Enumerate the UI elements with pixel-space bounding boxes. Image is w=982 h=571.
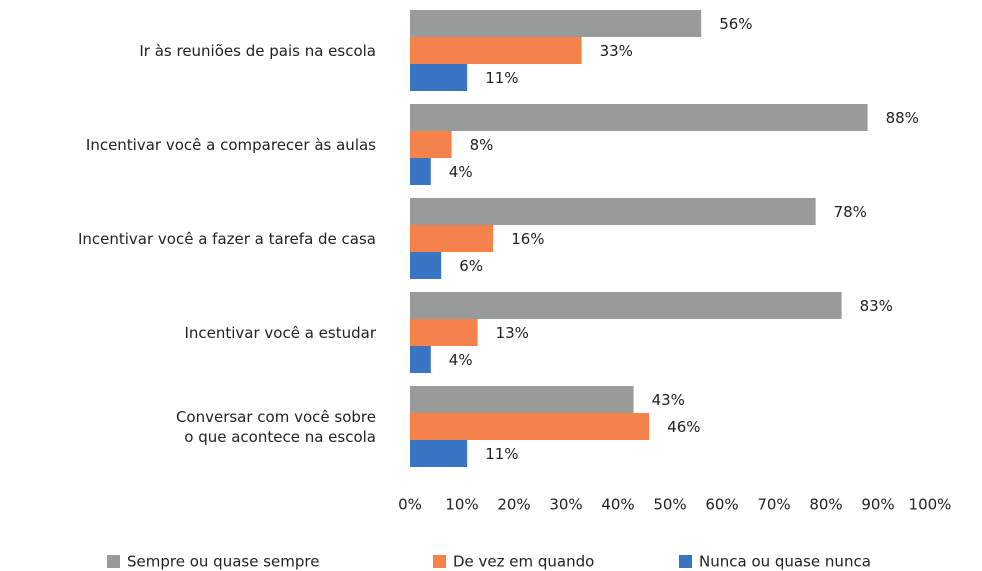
category-label: Incentivar você a comparecer às aulas [85, 135, 376, 154]
legend-swatch [107, 555, 120, 568]
category-label: Conversar com você sobre o que acontece … [175, 407, 376, 446]
bar [410, 440, 468, 467]
value-label: 13% [496, 324, 529, 342]
bar [410, 346, 431, 373]
x-tick-label: 60% [705, 496, 738, 514]
bar [410, 386, 634, 413]
x-tick-label: 30% [549, 496, 582, 514]
value-label: 11% [485, 69, 518, 87]
value-label: 78% [834, 203, 867, 221]
value-label: 33% [600, 42, 633, 60]
category-label: Incentivar você a estudar [184, 323, 376, 342]
x-tick-label: 20% [497, 496, 530, 514]
category-label: Incentivar você a fazer a tarefa de casa [77, 229, 376, 248]
bar [410, 292, 842, 319]
value-label: 4% [449, 163, 473, 181]
value-label: 6% [459, 257, 483, 275]
value-label: 56% [719, 15, 752, 33]
value-label: 83% [860, 297, 893, 315]
legend-label: Sempre ou quase sempre [127, 553, 319, 571]
category-label: Ir às reuniões de pais na escola [139, 41, 376, 60]
legend-label: De vez em quando [453, 553, 594, 571]
value-label: 8% [470, 136, 494, 154]
bar [410, 10, 702, 37]
value-label: 16% [511, 230, 544, 248]
value-label: 43% [652, 391, 685, 409]
x-tick-label: 40% [601, 496, 634, 514]
bar [410, 158, 431, 185]
bar [410, 104, 868, 131]
x-tick-label: 0% [398, 496, 422, 514]
bar [410, 252, 442, 279]
legend-swatch [679, 555, 692, 568]
bar [410, 198, 816, 225]
x-tick-label: 100% [909, 496, 952, 514]
bar [410, 413, 650, 440]
value-label: 46% [667, 418, 700, 436]
value-label: 88% [886, 109, 919, 127]
x-tick-label: 10% [445, 496, 478, 514]
x-tick-label: 90% [861, 496, 894, 514]
bar [410, 319, 478, 346]
bar [410, 225, 494, 252]
legend-swatch [433, 555, 446, 568]
x-tick-label: 80% [809, 496, 842, 514]
value-label: 4% [449, 351, 473, 369]
bar [410, 131, 452, 158]
x-tick-label: 70% [757, 496, 790, 514]
value-label: 11% [485, 445, 518, 463]
x-tick-label: 50% [653, 496, 686, 514]
bar [410, 64, 468, 91]
legend-label: Nunca ou quase nunca [699, 553, 871, 571]
bar [410, 37, 582, 64]
